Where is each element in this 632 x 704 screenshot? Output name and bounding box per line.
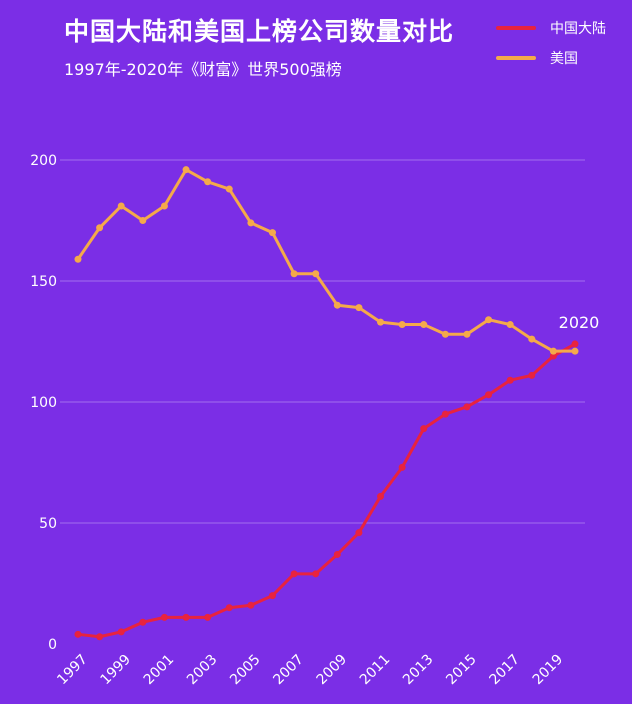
data-point-1-2004 <box>225 185 233 193</box>
x-tick-label-2013: 2013 <box>400 652 437 689</box>
data-point-1-2015 <box>463 330 471 338</box>
data-point-1-2012 <box>398 321 406 329</box>
y-tick-label-100: 100 <box>30 395 57 411</box>
data-point-1-1998 <box>96 224 104 232</box>
data-point-1-2007 <box>290 270 298 278</box>
y-tick-label-150: 150 <box>30 274 57 290</box>
series-line-0 <box>76 342 577 639</box>
data-point-0-2015 <box>463 403 471 411</box>
data-point-1-1997 <box>74 255 82 263</box>
x-tick-label-1997: 1997 <box>54 652 91 689</box>
x-tick-label-2011: 2011 <box>357 652 394 689</box>
data-point-1-2006 <box>268 229 276 237</box>
data-point-0-2008 <box>312 570 320 578</box>
x-tick-label-2019: 2019 <box>530 652 567 689</box>
data-point-1-1999 <box>117 202 125 210</box>
data-point-1-2020 <box>571 347 579 355</box>
data-point-1-2000 <box>139 217 147 224</box>
data-point-1-2002 <box>182 166 190 174</box>
data-point-1-2008 <box>312 270 320 278</box>
data-point-1-2017 <box>506 321 514 329</box>
legend-item-china: 中国大陆 <box>496 18 606 38</box>
data-point-0-2017 <box>506 376 514 384</box>
x-tick-label-2003: 2003 <box>184 652 221 689</box>
data-point-1-2009 <box>333 301 341 309</box>
data-point-1-2001 <box>160 202 168 210</box>
x-tick-label-2005: 2005 <box>227 652 264 689</box>
data-point-0-2013 <box>420 425 428 433</box>
data-point-1-2019 <box>549 347 557 355</box>
data-point-0-2006 <box>268 592 276 600</box>
y-tick-label-50: 50 <box>39 516 57 532</box>
data-point-0-2009 <box>333 550 341 558</box>
x-tick-label-2015: 2015 <box>443 652 480 689</box>
legend-swatch-usa <box>496 56 536 60</box>
chart-title: 中国大陆和美国上榜公司数量对比 <box>64 17 455 46</box>
annotation-2020: 2020 <box>559 313 600 332</box>
data-point-0-2014 <box>441 410 449 418</box>
data-point-1-2010 <box>355 304 363 312</box>
data-point-0-1999 <box>117 628 125 636</box>
data-point-1-2005 <box>247 219 255 227</box>
data-point-0-2001 <box>160 613 168 621</box>
data-point-0-2007 <box>290 570 298 578</box>
data-point-1-2011 <box>377 318 385 326</box>
data-point-0-2003 <box>204 613 212 621</box>
data-point-0-2005 <box>247 601 255 609</box>
series-line-1 <box>76 168 577 353</box>
x-tick-label-1999: 1999 <box>98 652 135 689</box>
data-point-1-2013 <box>420 321 428 329</box>
data-point-0-2019 <box>549 352 557 360</box>
data-point-0-2018 <box>528 371 536 379</box>
data-point-0-2016 <box>485 391 493 399</box>
x-tick-label-2007: 2007 <box>270 652 307 689</box>
data-point-0-2011 <box>377 492 385 500</box>
data-point-0-1997 <box>74 630 82 638</box>
data-point-1-2003 <box>204 178 212 186</box>
data-point-0-2002 <box>182 613 190 621</box>
data-point-0-1998 <box>96 633 104 641</box>
x-tick-label-2009: 2009 <box>314 652 351 689</box>
y-tick-label-200: 200 <box>30 153 57 169</box>
y-tick-label-0: 0 <box>48 637 57 653</box>
data-point-1-2014 <box>441 330 449 338</box>
legend-swatch-china <box>496 26 536 30</box>
x-tick-label-2001: 2001 <box>141 652 178 689</box>
x-tick-label-2017: 2017 <box>486 652 523 689</box>
chart-subtitle: 1997年-2020年《财富》世界500强榜 <box>64 60 342 79</box>
legend-item-usa: 美国 <box>496 48 578 68</box>
data-point-1-2018 <box>528 335 536 343</box>
legend-label-usa: 美国 <box>550 51 578 67</box>
data-point-1-2016 <box>485 316 493 324</box>
legend-label-china: 中国大陆 <box>550 21 606 37</box>
data-point-0-2020 <box>571 340 579 348</box>
data-point-0-2000 <box>139 618 147 626</box>
data-point-0-2012 <box>398 463 406 471</box>
data-point-0-2004 <box>225 604 233 612</box>
data-point-0-2010 <box>355 529 363 537</box>
